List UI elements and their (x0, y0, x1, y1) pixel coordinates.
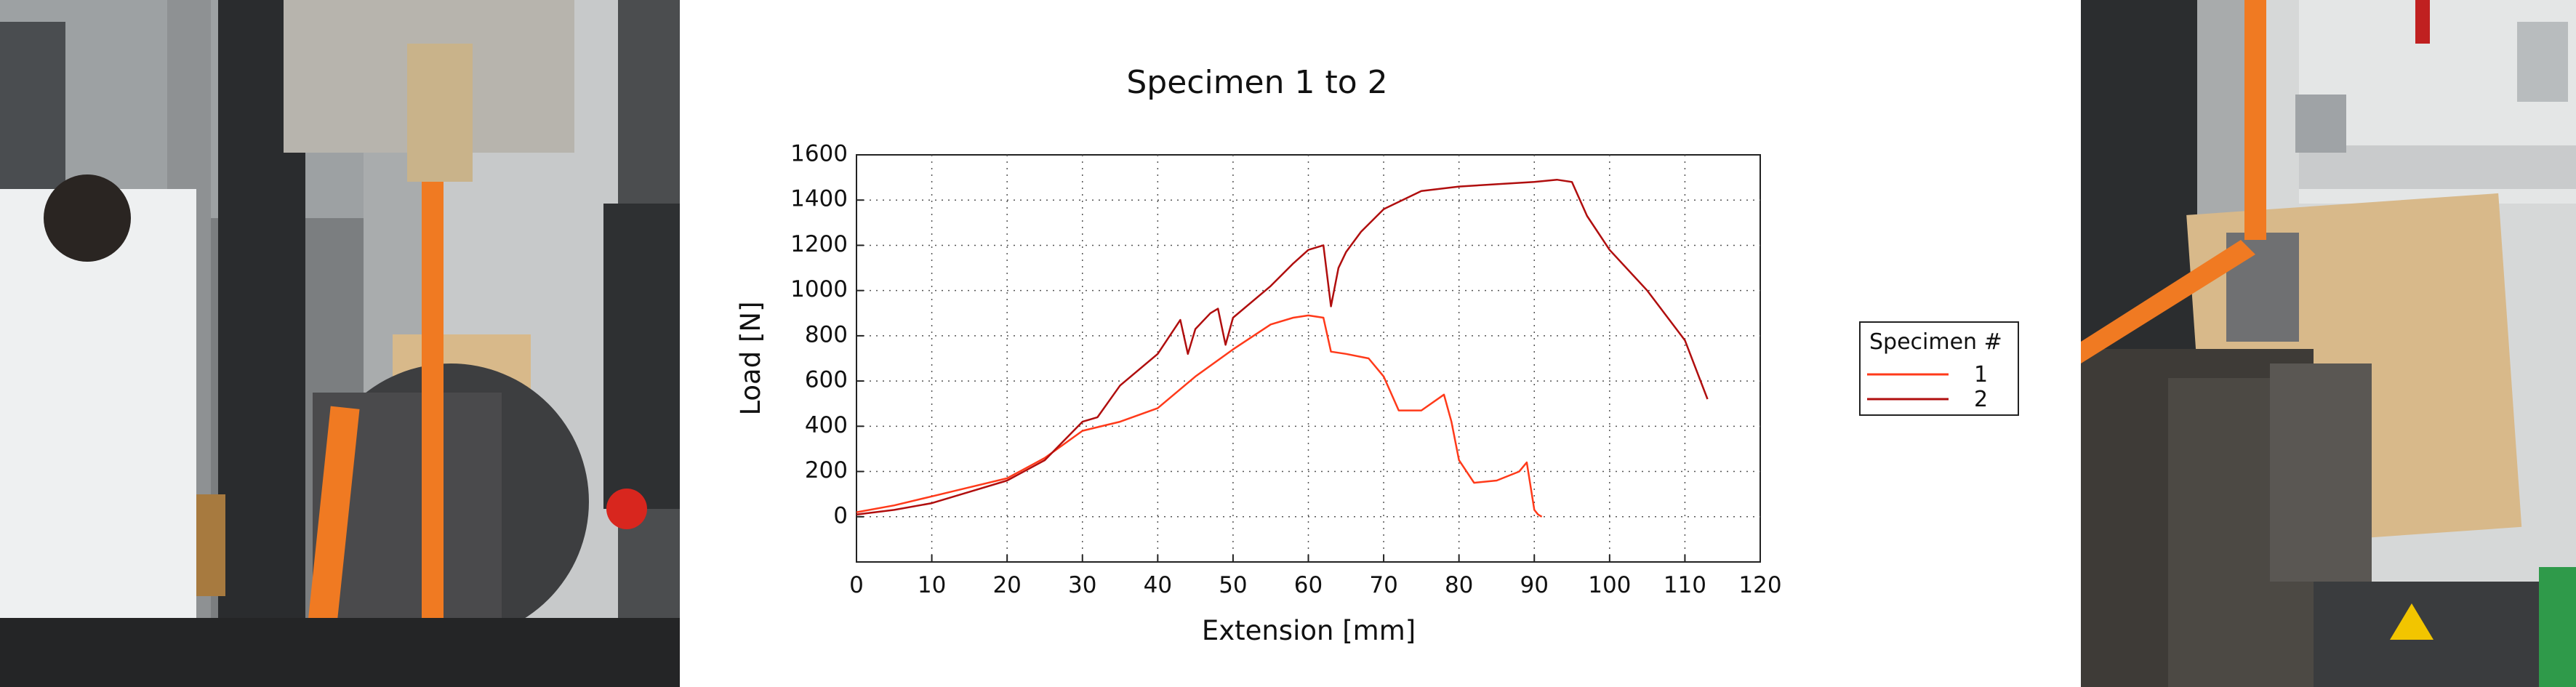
y-tick-label: 600 (805, 367, 848, 393)
photo-left-illustration (0, 0, 680, 687)
legend: Specimen # 1 2 (1859, 321, 2019, 416)
y-tick-label: 1000 (790, 276, 848, 302)
axis-ticks: 0 10 20 30 40 50 60 70 80 90 100 110 120020040060080… (790, 141, 1781, 599)
photo-test-setup-left (0, 0, 680, 687)
x-tick-label: 100 (1588, 572, 1631, 598)
series-line-specimen-2 (856, 178, 1709, 515)
y-tick-label: 800 (805, 321, 848, 347)
series-line-specimen-1 (856, 314, 1543, 518)
y-tick-label: 1400 (790, 186, 848, 212)
y-tick-label: 1200 (790, 231, 848, 257)
x-tick-label: 90 (1520, 572, 1549, 598)
y-axis-title: Load [N] (735, 301, 766, 415)
x-tick-label: 10 (918, 572, 946, 598)
x-tick-label: 0 (849, 572, 864, 598)
y-tick-label: 200 (805, 457, 848, 483)
x-tick-label: 80 (1445, 572, 1473, 598)
series-lines (856, 178, 1709, 518)
x-tick-label: 120 (1738, 572, 1781, 598)
x-tick-label: 110 (1664, 572, 1706, 598)
x-tick-label: 70 (1369, 572, 1397, 598)
y-tick-label: 1600 (790, 141, 848, 167)
x-tick-label: 40 (1144, 572, 1172, 598)
x-tick-label: 30 (1068, 572, 1096, 598)
legend-title: Specimen # (1869, 329, 2002, 355)
x-axis-title: Extension [mm] (1202, 615, 1416, 646)
y-tick-label: 0 (833, 502, 848, 529)
legend-label-series-1: 1 (1974, 362, 1988, 387)
chart-panel: Specimen 1 to 2 0 10 20 30 40 50 60 70 80 90 100 11… (680, 0, 2081, 687)
photo-right-illustration (2081, 0, 2576, 687)
legend-label-series-2: 2 (1974, 387, 1988, 412)
chart-title: Specimen 1 to 2 (1126, 64, 1387, 101)
x-tick-label: 20 (992, 572, 1021, 598)
grid-lines (856, 155, 1760, 562)
y-tick-label: 400 (805, 412, 848, 438)
x-tick-label: 60 (1294, 572, 1323, 598)
photo-test-setup-right (2081, 0, 2576, 687)
load-extension-chart: Specimen 1 to 2 0 10 20 30 40 50 60 70 80 90 100 11… (735, 64, 2019, 646)
x-tick-label: 50 (1219, 572, 1247, 598)
